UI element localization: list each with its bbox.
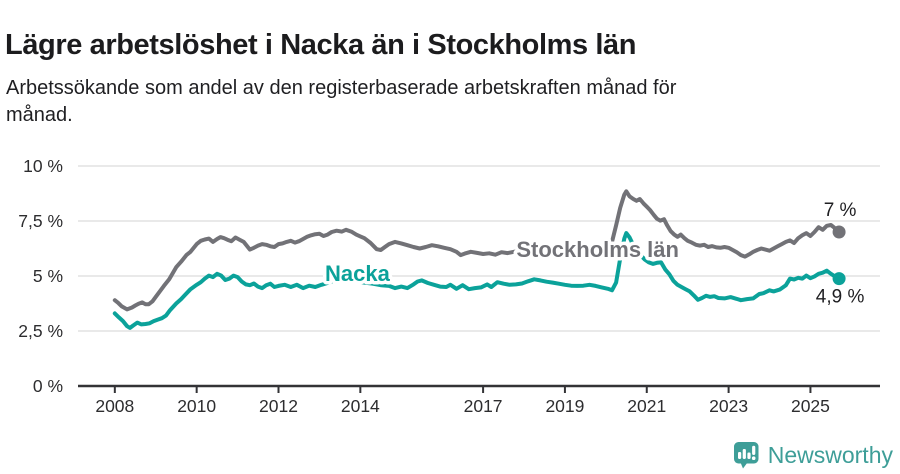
y-tick-label: 10 %	[23, 156, 63, 176]
chart-subtitle-line-1: Arbetssökande som andel av den registerb…	[6, 77, 677, 99]
y-tick-label: 2,5 %	[18, 321, 63, 341]
bar-chart-speech-bubble-icon	[733, 442, 759, 469]
page-title: Lägre arbetslöshet i Nacka än i Stockhol…	[5, 29, 637, 62]
end-dot-stockholm	[832, 225, 846, 239]
x-tick-label: 2014	[341, 396, 380, 416]
y-tick-label: 5 %	[33, 266, 63, 286]
end-value-label-nacka: 4,9 %	[816, 287, 865, 308]
series-label-nacka: Nacka	[325, 261, 391, 286]
x-tick-label: 2019	[545, 396, 584, 416]
series-line-nacka	[112, 231, 842, 330]
x-tick-label: 2023	[709, 396, 748, 416]
x-tick-label: 2012	[259, 396, 298, 416]
series-label-stockholm: Stockholms län	[516, 237, 679, 262]
x-tick-label: 2017	[464, 396, 503, 416]
x-tick-label: 2010	[177, 396, 216, 416]
series-line-stockholm	[112, 189, 842, 312]
chart-subtitle: Arbetssökande som andel av den registerb…	[6, 75, 866, 129]
x-tick-label: 2008	[95, 396, 134, 416]
end-dot-nacka	[832, 272, 846, 286]
chart-subtitle-line-2: månad.	[6, 104, 73, 126]
x-tick-label: 2025	[791, 396, 830, 416]
end-value-label-stockholm: 7 %	[824, 200, 857, 221]
newsworthy-brand: Newsworthy	[733, 441, 893, 469]
brand-name: Newsworthy	[767, 441, 893, 468]
y-tick-label: 7,5 %	[18, 211, 63, 231]
y-tick-label: 0 %	[33, 376, 63, 396]
x-tick-label: 2021	[627, 396, 666, 416]
